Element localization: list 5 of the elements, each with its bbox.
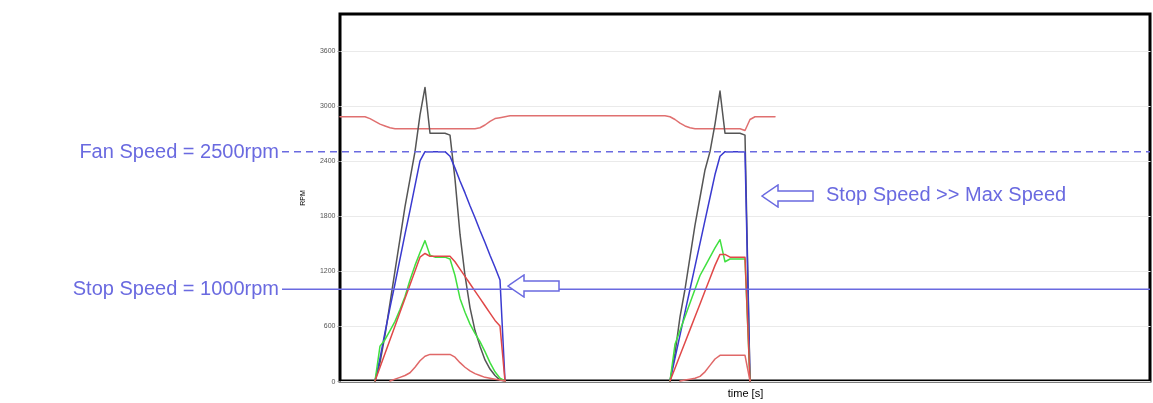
annotation: Stop Speed >> Max Speed — [826, 183, 1067, 205]
ref-line-label: Fan Speed = 2500rpm — [79, 139, 279, 162]
line-series — [339, 115, 776, 132]
ref-line-label: Stop Speed = 1000rpm — [72, 277, 279, 300]
x-axis-title: time [s] — [727, 386, 764, 399]
